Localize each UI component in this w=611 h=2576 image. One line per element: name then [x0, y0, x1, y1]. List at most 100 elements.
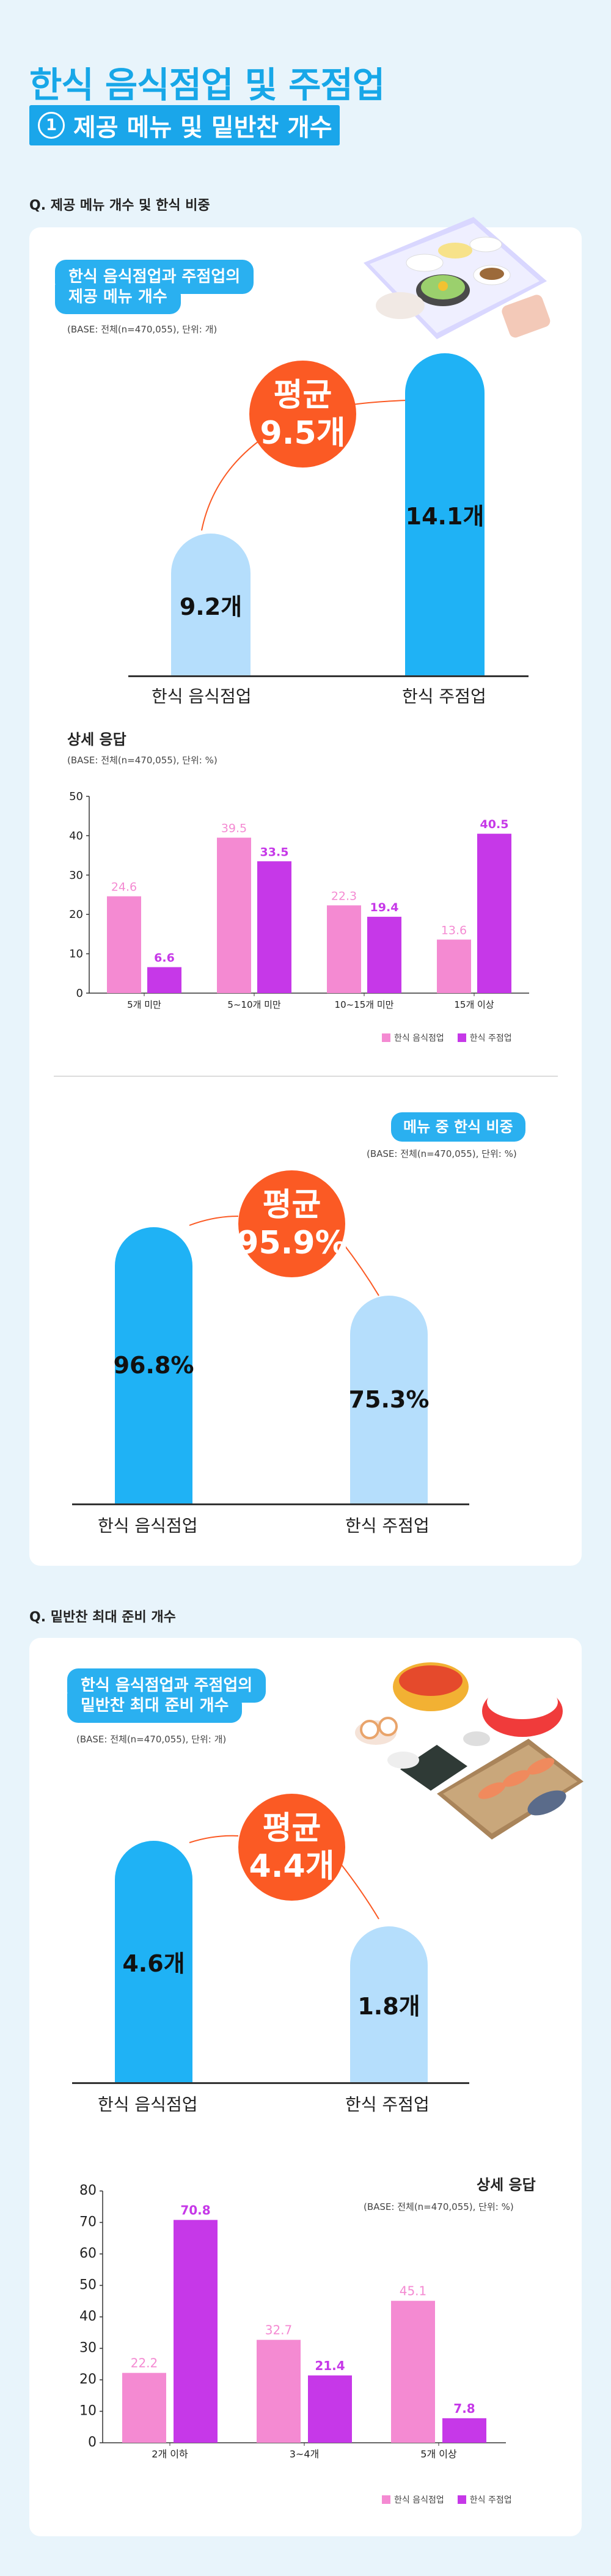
menu-count-bar-pub: 14.1개	[405, 353, 485, 675]
bar-pub	[257, 861, 291, 993]
y-tick-label: 50	[79, 2278, 97, 2293]
bar-pub	[442, 2418, 486, 2443]
x-tick-label: 5~10개 미만	[227, 999, 281, 1010]
detail-2-bar-chart: 0 10 20 30 40 50 60 70 80 2개 이하 22.2 70.8 3~4개 32.7 21…	[79, 2183, 506, 2460]
y-tick-label: 30	[79, 2341, 97, 2356]
side-dishes-illustration	[355, 1662, 584, 1840]
data-label: 13.6	[441, 923, 467, 937]
data-label: 22.2	[131, 2356, 158, 2371]
legend-swatch-pub	[457, 1033, 466, 1042]
y-tick-label: 70	[79, 2215, 97, 2230]
data-label: 24.6	[111, 881, 137, 894]
y-tick-label: 40	[69, 829, 83, 842]
detail-2-legend: 한식 음식점업 한식 주점업	[382, 2493, 512, 2506]
bar-pub	[174, 2220, 218, 2443]
detail-2-base: (BASE: 전체(n=470,055), 단위: %)	[364, 2201, 514, 2212]
side-count-average-value: 4.4개	[249, 1848, 335, 1885]
x-tick-label: 3~4개	[290, 2448, 320, 2460]
detail-1-legend: 한식 음식점업 한식 주점업	[382, 1032, 512, 1044]
menu-ratio-pill: 메뉴 중 한식 비중	[391, 1112, 525, 1142]
side-count-bar-restaurant: 4.6개	[115, 1841, 192, 2082]
legend-item-restaurant-2: 한식 음식점업	[382, 2493, 444, 2506]
side-count-bar-pub: 1.8개	[350, 1926, 428, 2082]
menu-count-average-circle: 평균 9.5개	[249, 361, 356, 468]
menu-count-average-value: 9.5개	[260, 414, 346, 452]
menu-count-baseline	[128, 675, 529, 677]
menu-count-base: (BASE: 전체(n=470,055), 단위: 개)	[67, 324, 218, 335]
detail-1-title: 상세 응답	[67, 731, 126, 748]
y-tick-label: 20	[69, 908, 83, 921]
x-tick-label: 5개 이상	[420, 2448, 457, 2460]
data-label: 39.5	[221, 822, 247, 835]
y-tick-label: 20	[79, 2372, 97, 2387]
bar-restaurant	[327, 905, 361, 993]
data-label: 19.4	[370, 901, 399, 914]
side-count-category-restaurant: 한식 음식점업	[98, 2094, 198, 2115]
legend-item-pub-2: 한식 주점업	[457, 2493, 512, 2506]
side-count-pill-line1: 한식 음식점업과 주점업의	[81, 1676, 253, 1695]
y-tick-label: 10	[79, 2404, 97, 2419]
menu-count-bar-pub-label: 14.1개	[405, 503, 485, 530]
x-tick-label: 5개 미만	[127, 999, 161, 1010]
menu-ratio-bar-pub-label: 75.3%	[348, 1386, 430, 1413]
menu-count-category-pub: 한식 주점업	[402, 686, 486, 706]
y-tick-label: 50	[69, 790, 83, 803]
menu-count-pill-2: 제공 메뉴 개수	[55, 285, 181, 314]
legend-item-pub: 한식 주점업	[457, 1032, 512, 1044]
menu-ratio-base: (BASE: 전체(n=470,055), 단위: %)	[367, 1148, 517, 1159]
side-count-pill-2: 밑반찬 최대 준비 개수	[67, 1693, 243, 1723]
data-label: 45.1	[400, 2284, 427, 2299]
bar-restaurant	[107, 896, 141, 993]
detail-1-bar-chart: 0 10 20 30 40 50 5개 미만 24.6 6.6 5~10개 미만 39.5 33.5 1…	[69, 790, 529, 1010]
menu-ratio-category-restaurant: 한식 음식점업	[98, 1516, 198, 1536]
bar-pub	[477, 834, 511, 993]
menu-count-average-label: 평균	[273, 376, 332, 414]
bar-restaurant	[257, 2339, 301, 2443]
bar-restaurant	[217, 837, 251, 993]
menu-ratio-bar-restaurant-label: 96.8%	[113, 1352, 194, 1379]
menu-ratio-average-value: 95.9%	[236, 1224, 347, 1261]
korean-meal-tray-illustration	[364, 217, 551, 339]
menu-ratio-average-circle: 평균 95.9%	[236, 1170, 347, 1277]
menu-ratio-baseline	[72, 1503, 469, 1505]
bar-pub	[367, 917, 401, 993]
y-tick-label: 40	[79, 2309, 97, 2324]
bar-pub	[147, 967, 181, 993]
legend-swatch-restaurant-2	[382, 2495, 390, 2504]
data-label: 33.5	[260, 845, 289, 859]
question-2-title: Q. 밑반찬 최대 준비 개수	[29, 1610, 176, 1625]
x-tick-label: 2개 이하	[152, 2448, 188, 2460]
side-count-average-circle: 평균 4.4개	[238, 1794, 345, 1901]
bar-restaurant	[437, 939, 471, 993]
question-1-title: Q. 제공 메뉴 개수 및 한식 비중	[29, 198, 210, 213]
legend-item-restaurant: 한식 음식점업	[382, 1032, 444, 1044]
data-label: 21.4	[315, 2358, 345, 2373]
page-title: 한식 음식점업 및 주점업	[29, 64, 385, 106]
data-label: 40.5	[480, 818, 509, 831]
menu-count-bar-restaurant: 9.2개	[171, 534, 251, 675]
bar-restaurant	[122, 2372, 166, 2443]
y-tick-label: 0	[88, 2435, 97, 2450]
menu-count-pill-line2: 제공 메뉴 개수	[68, 288, 167, 306]
y-tick-label: 0	[76, 987, 83, 1000]
section-number-badge: 1	[38, 112, 65, 139]
data-label: 6.6	[154, 951, 175, 964]
detail-1-base: (BASE: 전체(n=470,055), 단위: %)	[67, 755, 218, 766]
menu-count-category-restaurant: 한식 음식점업	[152, 686, 252, 706]
menu-ratio-category-pub: 한식 주점업	[345, 1516, 430, 1536]
data-label: 7.8	[453, 2401, 475, 2416]
menu-ratio-average-label: 평균	[262, 1186, 321, 1224]
bar-pub	[308, 2375, 352, 2443]
legend-swatch-restaurant	[382, 1033, 390, 1042]
side-count-base: (BASE: 전체(n=470,055), 단위: 개)	[76, 1734, 227, 1745]
section-subtitle: 제공 메뉴 및 밑반찬 개수	[73, 114, 332, 142]
legend-swatch-pub-2	[457, 2495, 466, 2504]
side-count-bar-restaurant-label: 4.6개	[122, 1950, 185, 1977]
menu-count-bar-restaurant-label: 9.2개	[179, 593, 243, 620]
menu-ratio-bar-pub: 75.3%	[348, 1296, 430, 1503]
section-divider	[54, 1076, 558, 1077]
menu-ratio-bar-restaurant: 96.8%	[113, 1227, 194, 1503]
y-tick-label: 60	[79, 2246, 97, 2261]
y-tick-label: 30	[69, 869, 83, 882]
x-tick-label: 10~15개 미만	[335, 999, 394, 1010]
